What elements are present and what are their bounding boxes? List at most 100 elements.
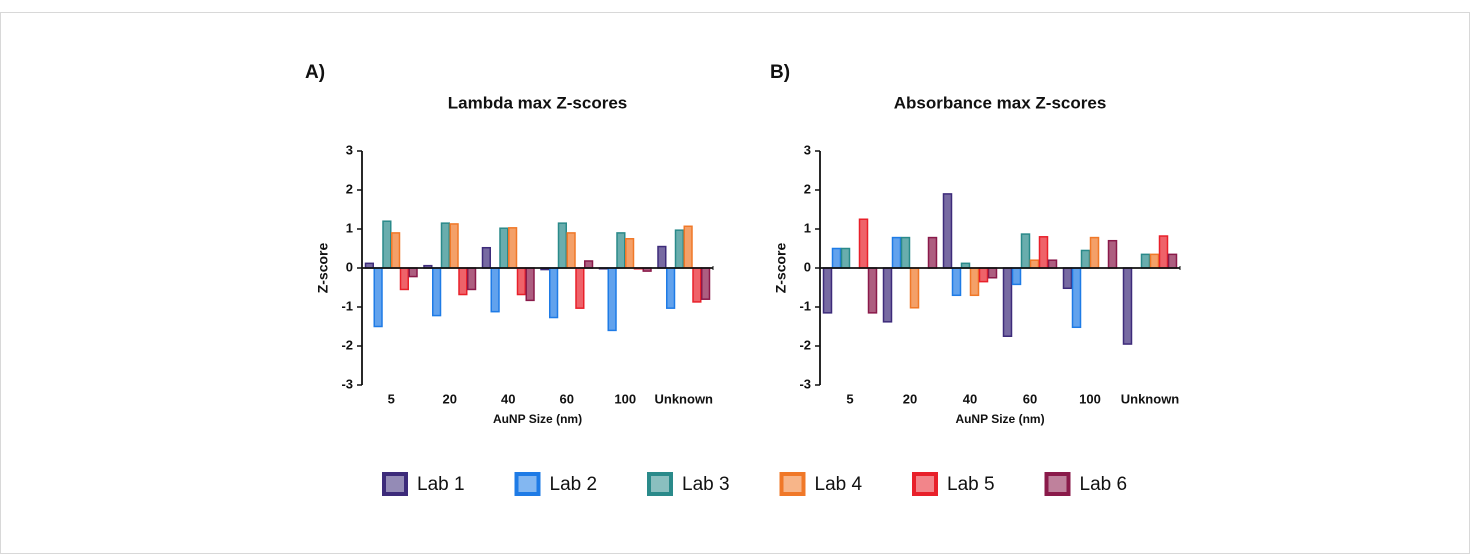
bar [683,225,693,269]
x-tick-label: 40 [501,391,515,406]
y-tick-label: 2 [346,181,353,196]
y-tick-label: -1 [799,298,811,313]
legend-label: Lab 2 [550,474,598,495]
bar [616,232,626,269]
bar [1011,267,1022,286]
bar [822,267,833,314]
bar [499,227,509,269]
bar [373,267,383,328]
panel-label: B) [770,62,790,83]
bar [607,267,617,332]
legend-swatch [514,472,541,496]
bar [927,236,938,269]
bar [701,267,711,300]
bar [657,245,667,269]
bar [467,267,477,291]
x-tick-label: 20 [443,391,457,406]
bar [549,267,559,319]
legend-swatch [1044,472,1071,496]
legend-swatch [779,472,806,496]
bar [1029,259,1040,269]
bar [1122,267,1133,345]
bar [1140,253,1151,269]
bar [408,267,418,278]
y-tick-label: 0 [804,259,811,274]
bar [508,227,518,269]
bar [909,267,920,309]
bar [1020,233,1031,269]
bar [987,267,998,279]
bar [575,267,585,309]
chart-title: Absorbance max Z-scores [894,93,1107,112]
y-tick-label: -3 [341,376,353,391]
bar [525,267,535,302]
x-tick-label: 100 [1079,391,1101,406]
bar [432,267,442,317]
bar [382,220,392,269]
bar [399,267,409,291]
bar [951,267,962,297]
bar [1002,267,1013,337]
x-tick-label: 5 [388,391,395,406]
bar [666,267,676,309]
bar [1149,253,1160,269]
legend-swatch [647,472,673,496]
x-axis-label: AuNP Size (nm) [955,412,1044,426]
bar [481,246,491,269]
legend-swatch [912,472,938,496]
x-tick-label: 40 [963,391,977,406]
bar [490,267,500,313]
y-tick-label: -3 [799,376,811,391]
bar [1071,267,1082,329]
y-axis-label: Z-score [315,243,331,294]
bar [1158,235,1169,269]
bar [440,222,450,269]
legend-label: Lab 1 [417,474,465,495]
bar [584,260,594,269]
legend-label: Lab 6 [1080,474,1128,495]
bar [566,232,576,269]
x-tick-label: Unknown [655,391,714,406]
legend-label: Lab 3 [682,474,730,495]
bar [831,247,842,269]
bar [867,267,878,314]
bar [840,247,851,269]
x-tick-label: 5 [846,391,853,406]
bar [449,223,459,269]
bar [1080,249,1091,269]
y-tick-label: 3 [346,142,353,157]
bar [1089,236,1100,269]
bar [674,229,684,269]
y-tick-label: -2 [341,337,353,352]
bar [557,222,567,269]
panel-label: A) [305,62,325,83]
bar [1047,259,1058,269]
bar [978,267,989,283]
chart-title: Lambda max Z-scores [448,93,628,112]
bar [1038,236,1049,269]
bar [458,267,468,296]
y-tick-label: 3 [804,142,811,157]
bar [858,218,869,269]
y-axis-label: Z-score [773,243,789,294]
x-tick-label: 100 [614,391,636,406]
bar [882,267,893,323]
y-tick-label: 1 [346,220,353,235]
bar [942,193,953,269]
bar [969,267,980,297]
legend-label: Lab 4 [815,474,863,495]
bar [625,238,635,269]
x-tick-label: 60 [560,391,574,406]
bar [900,236,911,269]
y-tick-label: -1 [341,298,353,313]
bar [1107,239,1118,269]
legend-label: Lab 5 [947,474,995,495]
frame [0,12,1470,554]
bar [391,232,401,269]
bar [1167,253,1178,269]
y-tick-label: 1 [804,220,811,235]
bar [1062,267,1073,290]
x-tick-label: 60 [1023,391,1037,406]
